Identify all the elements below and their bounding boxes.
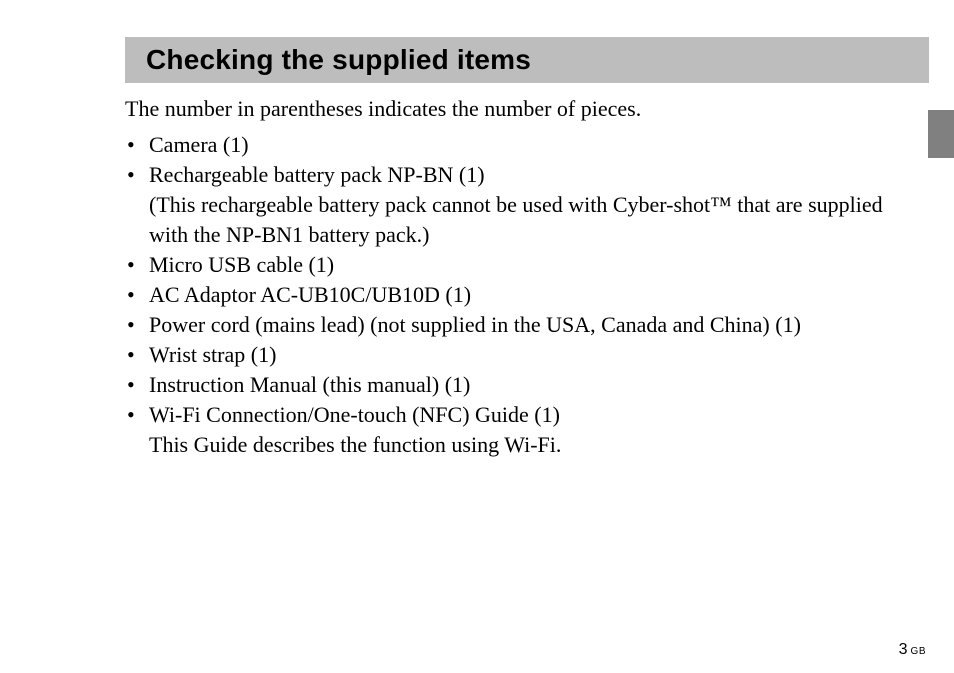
list-item-text: Wrist strap (1) [149,340,915,370]
list-item-text: Wi-Fi Connection/One-touch (NFC) Guide (… [149,400,915,430]
list-item-text: Power cord (mains lead) (not supplied in… [149,310,915,340]
bullet-icon: • [125,400,149,430]
supplied-items-list: • Camera (1) • Rechargeable battery pack… [125,130,915,460]
manual-page: Checking the supplied items The number i… [0,0,954,673]
list-item-text: Micro USB cable (1) [149,250,915,280]
page-edge-tab [928,110,954,158]
list-item: • Wrist strap (1) [125,340,915,370]
page-number: 3 [899,641,908,659]
bullet-icon: • [125,130,149,160]
list-item: • Camera (1) [125,130,915,160]
list-item-text: Camera (1) [149,130,915,160]
page-footer: 3 GB [899,641,926,659]
list-item-text: Rechargeable battery pack NP-BN (1) [149,160,915,190]
bullet-icon: • [125,250,149,280]
list-item: • Wi-Fi Connection/One-touch (NFC) Guide… [125,400,915,430]
list-item-text: Instruction Manual (this manual) (1) [149,370,915,400]
list-item: • AC Adaptor AC-UB10C/UB10D (1) [125,280,915,310]
bullet-icon: • [125,310,149,340]
bullet-icon: • [125,160,149,190]
list-item: • Rechargeable battery pack NP-BN (1) [125,160,915,190]
bullet-icon: • [125,370,149,400]
list-item-subtext: This Guide describes the function using … [149,430,915,460]
bullet-icon: • [125,280,149,310]
intro-text: The number in parentheses indicates the … [125,94,641,124]
list-item-text: AC Adaptor AC-UB10C/UB10D (1) [149,280,915,310]
bullet-icon: • [125,340,149,370]
list-item-subtext: (This rechargeable battery pack cannot b… [149,190,915,250]
section-heading-text: Checking the supplied items [146,44,531,76]
page-region: GB [911,646,926,657]
list-item: • Micro USB cable (1) [125,250,915,280]
list-item: • Power cord (mains lead) (not supplied … [125,310,915,340]
section-heading-bar: Checking the supplied items [125,37,929,83]
list-item: • Instruction Manual (this manual) (1) [125,370,915,400]
